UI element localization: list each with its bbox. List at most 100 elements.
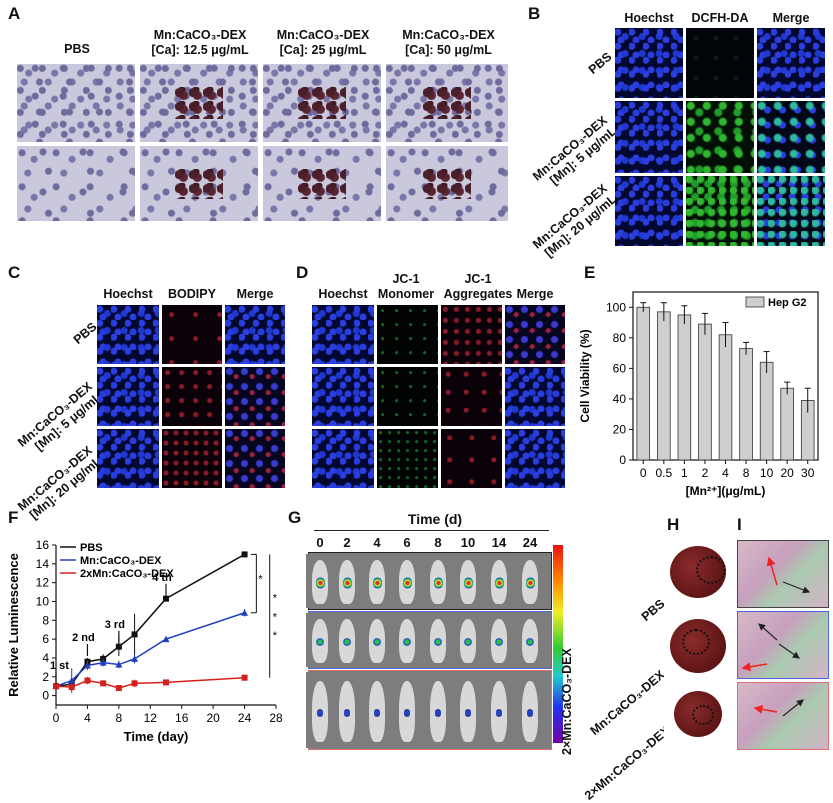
x-axis-label: Time (day) — [124, 729, 189, 744]
panel-d-col-hoechst: Hoechst — [318, 287, 368, 301]
panel-c-col-hoechst: Hoechst — [103, 287, 153, 301]
x-tick-label: 30 — [801, 466, 815, 480]
annotation-label: 4 th — [152, 572, 172, 584]
panel-d-image — [312, 367, 374, 426]
mouse-image — [485, 613, 513, 667]
panel-c-image — [162, 305, 222, 364]
mouse-image — [454, 672, 482, 748]
panel-b-image — [615, 101, 683, 173]
panel-label-c: C — [8, 263, 21, 282]
panel-c-col-bodipy: BODIPY — [168, 287, 216, 301]
bar — [759, 361, 774, 461]
viability-bar-chart: 0 20 40 60 80 100 0 0.5 1 2 4 8 10 20 30 [Mn²⁺](μg/mL) C… — [578, 291, 819, 498]
x-tick-label: 8 — [743, 466, 750, 480]
panel-d-image — [505, 305, 565, 364]
data-point — [68, 684, 75, 691]
y-tick-label: 20 — [613, 422, 627, 436]
data-point — [100, 655, 107, 662]
significance-star: * — [273, 611, 278, 623]
y-axis-label: Cell Viability (%) — [578, 329, 592, 422]
panel-g-time-rule — [314, 530, 549, 531]
panel-label-b: B — [528, 4, 541, 23]
panel-g-side-label: 2×Mn:CaCO₃-DEX — [560, 648, 574, 755]
x-tick-label: 4 — [722, 466, 729, 480]
x-tick-label: 2 — [702, 466, 709, 480]
panel-c-col-merge: Merge — [236, 287, 274, 301]
panel-g-time-14: 14 — [491, 535, 507, 550]
y-tick-label: 40 — [613, 392, 627, 406]
mouse-image — [393, 672, 421, 748]
panel-d-image — [505, 367, 565, 426]
panel-c-image — [97, 367, 159, 426]
panel-a-header-pbs: PBS — [64, 42, 90, 56]
panel-d-col-aggregates: JC-1 Aggregates — [443, 272, 513, 301]
data-point — [99, 659, 107, 666]
bar — [677, 314, 692, 461]
mouse-image — [516, 672, 544, 748]
tumor-circle — [682, 629, 710, 655]
data-point — [163, 595, 169, 602]
x-axis-label: [Mn²⁺](μg/mL) — [686, 484, 766, 498]
mouse-image — [424, 672, 452, 748]
data-point — [162, 635, 170, 643]
panel-a-zoom-image — [17, 146, 135, 221]
series-line — [55, 676, 245, 689]
legend-label: 2xMn:CaCO₃-DEX — [80, 568, 174, 580]
panel-a-zoom-image — [140, 146, 258, 221]
y-tick-label: 0 — [42, 689, 49, 703]
panel-d-image — [441, 367, 502, 426]
panel-c-image — [225, 429, 285, 488]
legend-label: Mn:CaCO₃-DEX — [80, 555, 162, 567]
panel-d-image — [441, 305, 502, 364]
panel-a-header-12-5: Mn:CaCO₃-DEX [Ca]: 12.5 μg/mL — [151, 28, 249, 57]
panel-a-header-25: Mn:CaCO₃-DEX [Ca]: 25 μg/mL — [276, 28, 370, 57]
panel-a-header-50: Mn:CaCO₃-DEX [Ca]: 50 μg/mL — [402, 28, 495, 57]
mouse-image — [306, 613, 334, 667]
mouse-image — [306, 672, 334, 748]
panel-g-time-2: 2 — [343, 535, 351, 550]
panel-c-image — [225, 305, 285, 364]
panel-b-image — [615, 176, 683, 246]
mouse-image — [454, 554, 482, 608]
legend-swatch — [745, 296, 765, 308]
y-tick-label: 6 — [42, 632, 49, 646]
panel-d-image — [312, 305, 374, 364]
panel-a-image — [386, 64, 508, 142]
panel-d-image — [312, 429, 374, 488]
bar — [739, 348, 753, 461]
y-tick-label: 8 — [42, 613, 49, 627]
liver-photo-mn — [664, 613, 730, 679]
tumor-circle — [696, 556, 726, 584]
x-tick-label: 20 — [780, 466, 794, 480]
data-point — [241, 609, 249, 616]
data-point — [115, 661, 123, 668]
bar — [657, 311, 671, 461]
mouse-image — [333, 613, 361, 667]
histology-arrows — [741, 556, 811, 717]
mouse-image — [485, 672, 513, 748]
panel-a-image — [263, 64, 381, 142]
y-axis-label: Relative Luminescence — [6, 553, 21, 697]
x-tick-label: 24 — [238, 711, 252, 725]
panel-g-time-6: 6 — [403, 535, 411, 550]
liver-photo-pbs — [664, 540, 730, 606]
legend-label: Hep G2 — [768, 297, 807, 309]
panel-g-time-24: 24 — [522, 535, 538, 550]
y-tick-label: 0 — [619, 453, 626, 467]
x-tick-label: 16 — [175, 711, 189, 725]
x-tick-label: 0 — [53, 711, 60, 725]
y-tick-label: 60 — [613, 361, 627, 375]
x-tick-label: 12 — [144, 711, 158, 725]
mouse-image — [516, 554, 544, 608]
panel-b-col-dcfh: DCFH-DA — [691, 11, 749, 25]
significance-star: * — [273, 592, 278, 604]
mouse-image — [306, 554, 334, 608]
bar — [636, 306, 651, 461]
panel-b-image — [757, 101, 825, 173]
series-line — [55, 553, 245, 687]
y-tick-label: 12 — [36, 576, 50, 590]
annotation-label: 1 st — [50, 660, 69, 672]
x-tick-label: 28 — [269, 711, 283, 725]
x-tick-label: 20 — [206, 711, 220, 725]
panel-g-time-10: 10 — [460, 535, 476, 550]
